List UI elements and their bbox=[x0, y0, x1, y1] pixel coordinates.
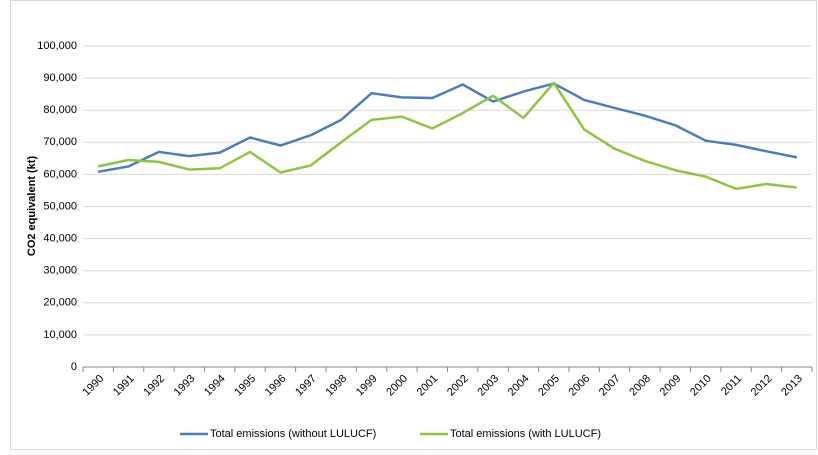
y-tick-label: 0 bbox=[71, 361, 77, 373]
series-line bbox=[97, 81, 797, 191]
chart-frame bbox=[10, 0, 817, 450]
legend-label: Total emissions (with LULUCF) bbox=[450, 428, 601, 440]
y-tick-label: 40,000 bbox=[43, 233, 77, 245]
y-tick-label: 60,000 bbox=[43, 168, 77, 180]
legend-label: Total emissions (without LULUCF) bbox=[210, 428, 376, 440]
y-tick-label: 70,000 bbox=[43, 136, 77, 148]
y-tick-label: 100,000 bbox=[37, 40, 77, 52]
y-tick-label: 80,000 bbox=[43, 104, 77, 116]
y-tick-label: 90,000 bbox=[43, 72, 77, 84]
y-tick-label: 30,000 bbox=[43, 265, 77, 277]
series-line bbox=[97, 82, 798, 174]
y-axis-title: CO2 equivalent (kt) bbox=[26, 156, 38, 257]
y-tick-label: 10,000 bbox=[43, 329, 77, 341]
y-tick-label: 50,000 bbox=[43, 200, 77, 212]
y-tick-label: 20,000 bbox=[43, 297, 77, 309]
